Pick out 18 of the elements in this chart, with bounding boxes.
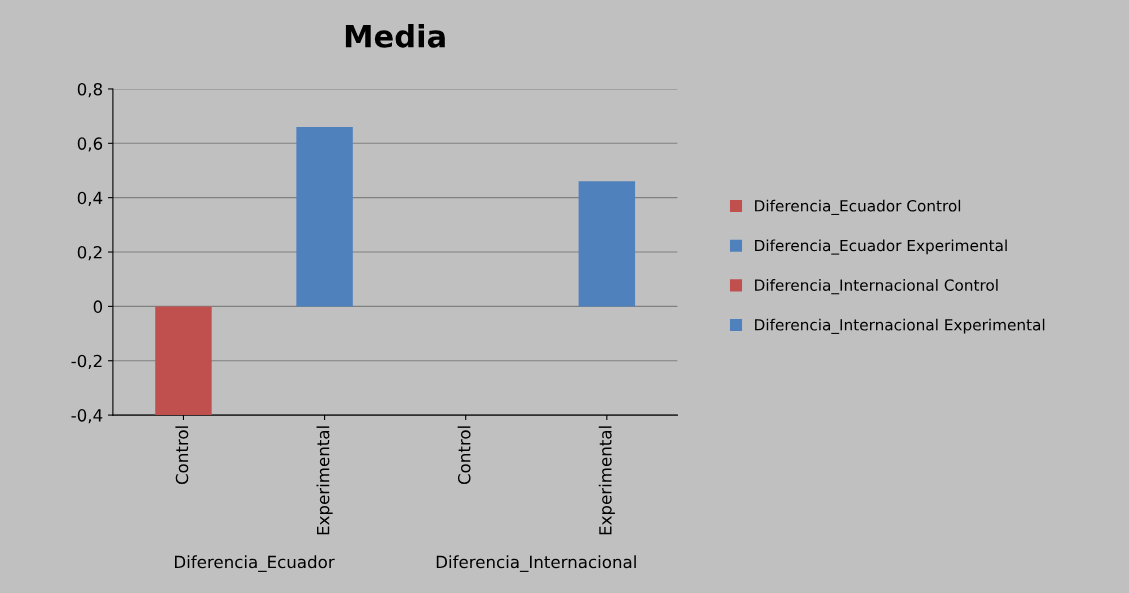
y-tick-label: 0,6 [77, 137, 103, 152]
legend-label: Diferencia_Ecuador Experimental [755, 239, 1007, 255]
y-tick-label: -0,2 [71, 354, 102, 370]
legend-label: Diferencia_Internacional Control [755, 279, 998, 295]
text: Diferencia_Ecuador [175, 555, 335, 572]
y-tick-label: 0,8 [77, 82, 103, 98]
chart-title: Media [345, 24, 445, 48]
y-tick-label: 0,2 [77, 245, 102, 261]
legend-label: Diferencia_Ecuador Control [755, 199, 961, 215]
legend-label: Diferencia_Internacional Experimental [755, 318, 1045, 334]
y-tick-label: 0,4 [77, 191, 103, 206]
text: Diferencia_Internacional [436, 555, 636, 572]
x-tick-label: Control [175, 426, 189, 485]
y-tick-label: 0 [93, 300, 103, 313]
x-tick-label: Control [457, 426, 471, 485]
x-tick-label: Experimental [316, 426, 333, 535]
x-tick-label: Experimental [598, 426, 615, 535]
y-tick-label: -0,4 [71, 409, 103, 424]
